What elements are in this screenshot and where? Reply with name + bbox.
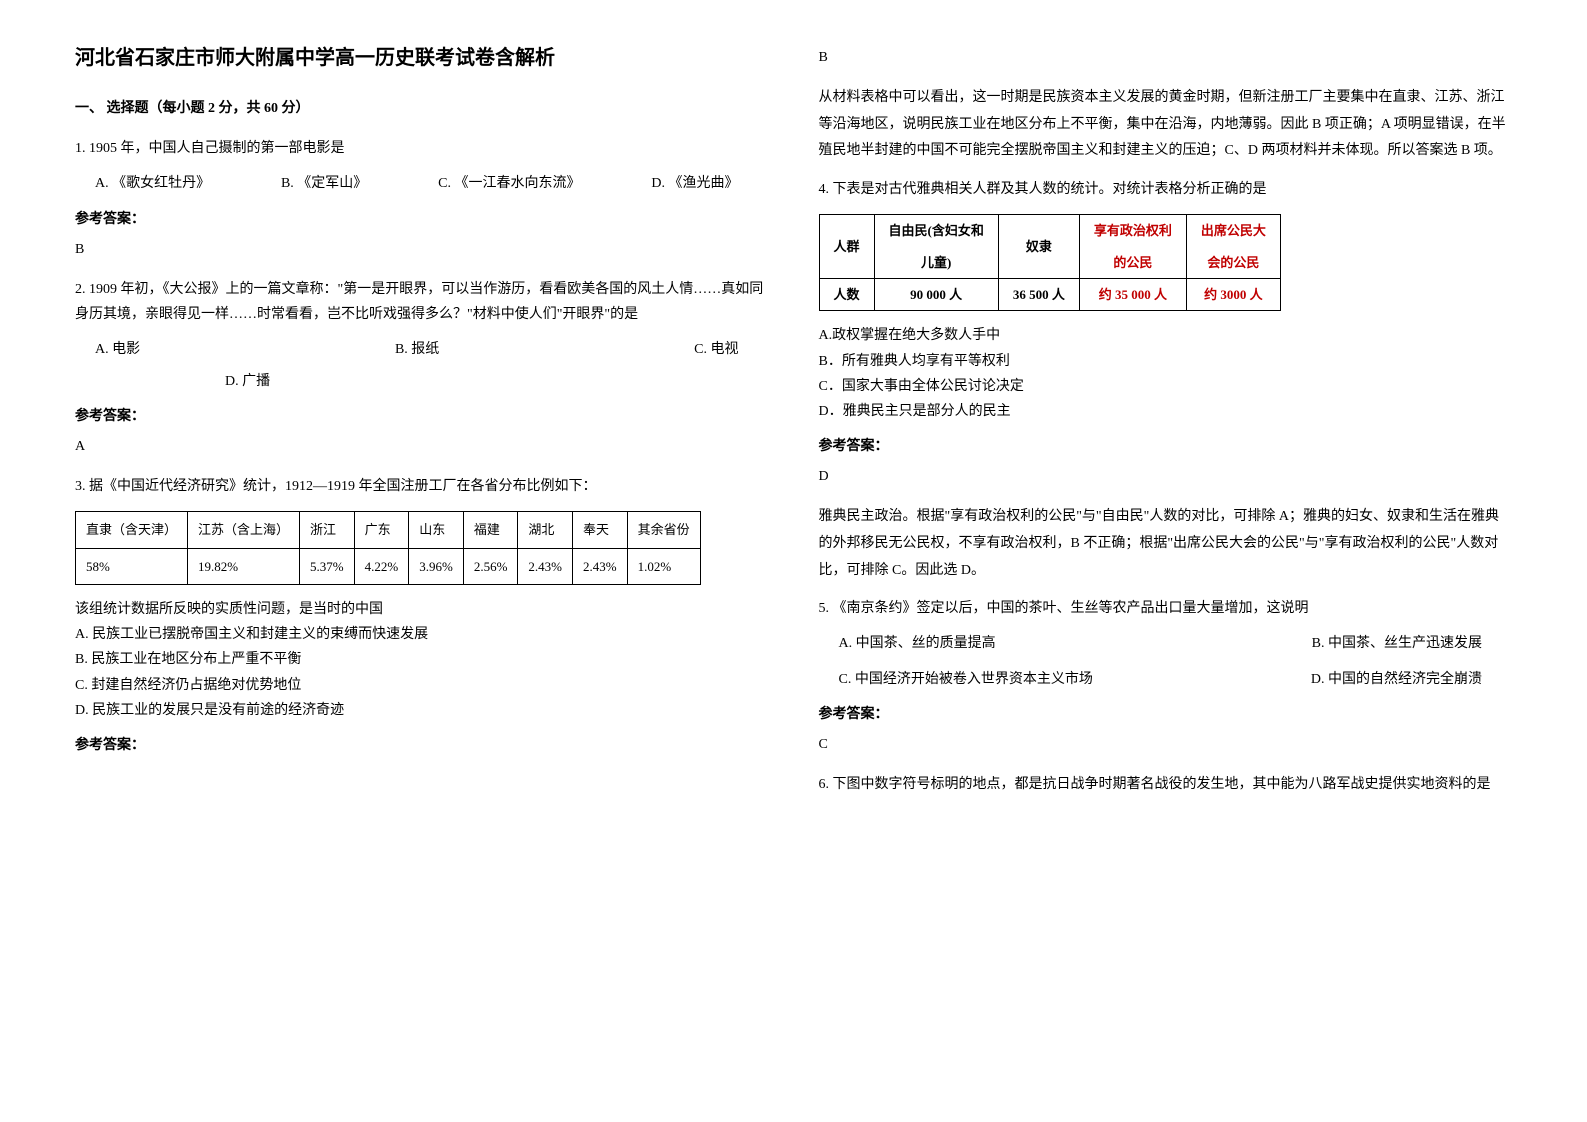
q1-text: 1. 1905 年，中国人自己摄制的第一部电影是 — [75, 136, 769, 161]
q4-h4-1: 享有政治权利 — [1079, 215, 1186, 247]
question-4: 4. 下表是对古代雅典相关人群及其人数的统计。对统计表格分析正确的是 人群 自由… — [819, 177, 1513, 584]
q3-optB: B. 民族工业在地区分布上严重不平衡 — [75, 647, 769, 672]
q4-r2: 90 000 人 — [874, 278, 998, 310]
q3-th-4: 山东 — [409, 512, 464, 548]
q3-td-6: 2.43% — [518, 548, 573, 584]
q4-optC: C．国家大事由全体公民讨论决定 — [819, 374, 1513, 399]
q4-optA: A.政权掌握在绝大多数人手中 — [819, 323, 1513, 348]
q4-h2-2: 儿童) — [874, 247, 998, 279]
q3-td-2: 5.37% — [300, 548, 355, 584]
q2-optB: B. 报纸 — [395, 337, 439, 362]
q1-options: A. 《歌女红牡丹》 B. 《定军山》 C. 《一江春水向东流》 D. 《渔光曲… — [75, 171, 769, 196]
q3-explanation: 从材料表格中可以看出，这一时期是民族资本主义发展的黄金时期，但新注册工厂主要集中… — [819, 85, 1513, 165]
question-3: 3. 据《中国近代经济研究》统计，1912—1919 年全国注册工厂在各省分布比… — [75, 474, 769, 758]
q4-h3: 奴隶 — [998, 215, 1079, 279]
q3-th-7: 奉天 — [573, 512, 628, 548]
q4-r3: 36 500 人 — [998, 278, 1079, 310]
q3-th-3: 广东 — [354, 512, 409, 548]
q2-optC: C. 电视 — [694, 337, 738, 362]
q3-table: 直隶（含天津） 江苏（含上海） 浙江 广东 山东 福建 湖北 奉天 其余省份 5… — [75, 511, 701, 585]
q3-subtext: 该组统计数据所反映的实质性问题，是当时的中国 — [75, 597, 769, 622]
q4-h1: 人群 — [819, 215, 874, 279]
q4-r5: 约 3000 人 — [1186, 278, 1280, 310]
q3-optD: D. 民族工业的发展只是没有前途的经济奇迹 — [75, 698, 769, 723]
q4-optD: D．雅典民主只是部分人的民主 — [819, 399, 1513, 424]
q3-optC: C. 封建自然经济仍占据绝对优势地位 — [75, 673, 769, 698]
q3-th-1: 江苏（含上海） — [188, 512, 300, 548]
q1-optA: A. 《歌女红牡丹》 — [95, 171, 210, 196]
q3-td-4: 3.96% — [409, 548, 464, 584]
q1-answer: B — [75, 237, 769, 262]
q4-h5-2: 会的公民 — [1186, 247, 1280, 279]
q4-table: 人群 自由民(含妇女和 奴隶 享有政治权利 出席公民大 儿童) 的公民 会的公民… — [819, 214, 1281, 311]
q4-table-header-row: 人群 自由民(含妇女和 奴隶 享有政治权利 出席公民大 — [819, 215, 1280, 247]
question-6: 6. 下图中数字符号标明的地点，都是抗日战争时期著名战役的发生地，其中能为八路军… — [819, 772, 1513, 797]
q5-text: 5. 《南京条约》签定以后，中国的茶叶、生丝等农产品出口量大量增加，这说明 — [819, 596, 1513, 621]
q4-answer: D — [819, 464, 1513, 489]
q3-td-7: 2.43% — [573, 548, 628, 584]
q5-answer: C — [819, 732, 1513, 757]
q4-optB: B．所有雅典人均享有平等权利 — [819, 349, 1513, 374]
right-column: B 从材料表格中可以看出，这一时期是民族资本主义发展的黄金时期，但新注册工厂主要… — [794, 40, 1538, 809]
q4-table-data-row: 人数 90 000 人 36 500 人 约 35 000 人 约 3000 人 — [819, 278, 1280, 310]
q5-optC: C. 中国经济开始被卷入世界资本主义市场 — [839, 667, 1093, 692]
q1-optD: D. 《渔光曲》 — [651, 171, 738, 196]
q3-answer: B — [819, 45, 1513, 70]
q3-answer-label: 参考答案： — [75, 733, 769, 758]
q2-optA: A. 电影 — [95, 337, 140, 362]
q2-answer: A — [75, 434, 769, 459]
q3-text: 3. 据《中国近代经济研究》统计，1912—1919 年全国注册工厂在各省分布比… — [75, 474, 769, 499]
q3-td-8: 1.02% — [627, 548, 700, 584]
q4-h5-1: 出席公民大 — [1186, 215, 1280, 247]
q3-optA: A. 民族工业已摆脱帝国主义和封建主义的束缚而快速发展 — [75, 622, 769, 647]
q3-th-6: 湖北 — [518, 512, 573, 548]
q4-explanation: 雅典民主政治。根据"享有政治权利的公民"与"自由民"人数的对比，可排除 A；雅典… — [819, 504, 1513, 584]
q3-table-data-row: 58% 19.82% 5.37% 4.22% 3.96% 2.56% 2.43%… — [76, 548, 701, 584]
question-5: 5. 《南京条约》签定以后，中国的茶叶、生丝等农产品出口量大量增加，这说明 A.… — [819, 596, 1513, 757]
q5-optA: A. 中国茶、丝的质量提高 — [839, 631, 996, 656]
q4-r1: 人数 — [819, 278, 874, 310]
question-2: 2. 1909 年初，《大公报》上的一篇文章称："第一是开眼界，可以当作游历，看… — [75, 277, 769, 459]
q3-th-8: 其余省份 — [627, 512, 700, 548]
question-1: 1. 1905 年，中国人自己摄制的第一部电影是 A. 《歌女红牡丹》 B. 《… — [75, 136, 769, 262]
q3-td-5: 2.56% — [463, 548, 518, 584]
section-heading: 一、 选择题（每小题 2 分，共 60 分） — [75, 96, 769, 121]
left-column: 河北省石家庄市师大附属中学高一历史联考试卷含解析 一、 选择题（每小题 2 分，… — [50, 40, 794, 809]
q3-th-2: 浙江 — [300, 512, 355, 548]
q4-text: 4. 下表是对古代雅典相关人群及其人数的统计。对统计表格分析正确的是 — [819, 177, 1513, 202]
q4-answer-label: 参考答案： — [819, 434, 1513, 459]
q2-answer-label: 参考答案： — [75, 404, 769, 429]
q3-th-0: 直隶（含天津） — [76, 512, 188, 548]
q1-optB: B. 《定军山》 — [281, 171, 367, 196]
q5-answer-label: 参考答案： — [819, 702, 1513, 727]
q4-h2-1: 自由民(含妇女和 — [874, 215, 998, 247]
q3-td-0: 58% — [76, 548, 188, 584]
q3-td-1: 19.82% — [188, 548, 300, 584]
q6-text: 6. 下图中数字符号标明的地点，都是抗日战争时期著名战役的发生地，其中能为八路军… — [819, 772, 1513, 797]
q5-optD: D. 中国的自然经济完全崩溃 — [1311, 667, 1482, 692]
q1-answer-label: 参考答案： — [75, 207, 769, 232]
q3-th-5: 福建 — [463, 512, 518, 548]
q2-text: 2. 1909 年初，《大公报》上的一篇文章称："第一是开眼界，可以当作游历，看… — [75, 277, 769, 327]
q2-options: A. 电影 B. 报纸 C. 电视 D. 广播 — [75, 337, 769, 393]
q4-h4-2: 的公民 — [1079, 247, 1186, 279]
document-title: 河北省石家庄市师大附属中学高一历史联考试卷含解析 — [75, 40, 769, 76]
q5-options: A. 中国茶、丝的质量提高 B. 中国茶、丝生产迅速发展 C. 中国经济开始被卷… — [819, 631, 1513, 691]
q1-optC: C. 《一江春水向东流》 — [438, 171, 580, 196]
q5-optB: B. 中国茶、丝生产迅速发展 — [1312, 631, 1482, 656]
q3-td-3: 4.22% — [354, 548, 409, 584]
q3-table-header-row: 直隶（含天津） 江苏（含上海） 浙江 广东 山东 福建 湖北 奉天 其余省份 — [76, 512, 701, 548]
q4-r4: 约 35 000 人 — [1079, 278, 1186, 310]
q2-optD: D. 广播 — [225, 369, 270, 394]
